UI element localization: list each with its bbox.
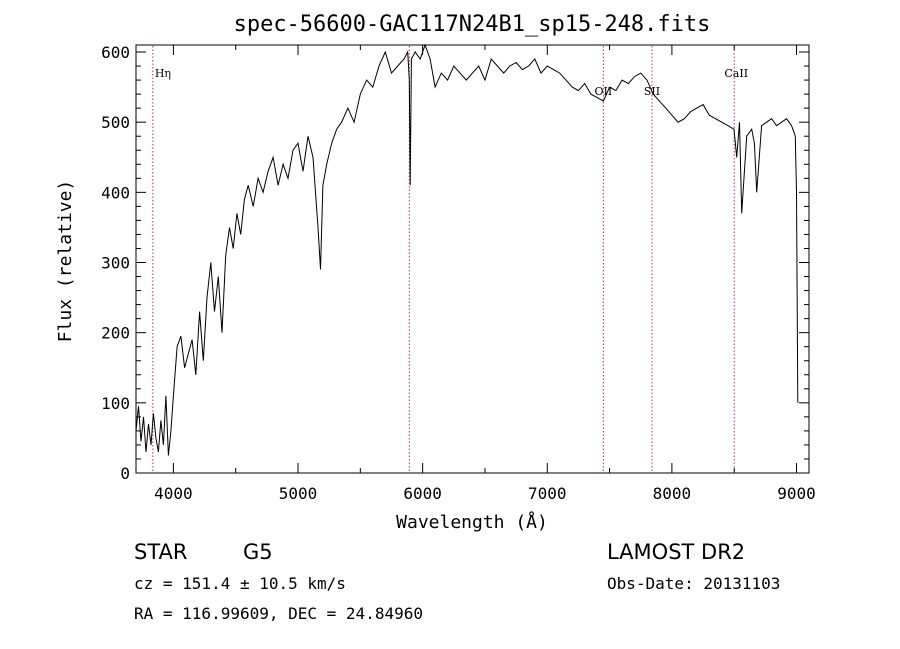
survey-name: LAMOST DR2 [607, 540, 745, 564]
obs-date-text: Obs-Date: 20131103 [607, 574, 780, 593]
plot-frame [135, 44, 810, 474]
y-tick-label: 200 [101, 324, 130, 343]
x-tick-label: 5000 [279, 484, 318, 503]
x-axis-ticks: 4000 5000 6000 7000 8000 9000 [154, 45, 816, 503]
y-tick-label: 500 [101, 113, 130, 132]
line-marker-label: Hη [155, 67, 171, 80]
coords-text: RA = 116.99609, DEC = 24.84960 [134, 604, 423, 623]
redshift-text: cz = 151.4 ± 10.5 km/s [134, 574, 346, 593]
spectrum-series-line [135, 43, 799, 456]
object-subclass: G5 [243, 540, 273, 564]
y-axis-label: Flux (relative) [55, 180, 76, 343]
y-axis-ticks: 0 100 200 300 400 500 600 [101, 43, 809, 483]
x-tick-label: 9000 [777, 484, 816, 503]
line-marker-label: CaII [724, 67, 748, 80]
info-panel: STAR G5 LAMOST DR2 cz = 151.4 ± 10.5 km/… [134, 540, 780, 623]
x-tick-label: 8000 [653, 484, 692, 503]
y-tick-label: 400 [101, 183, 130, 202]
y-tick-label: 300 [101, 254, 130, 273]
x-tick-label: 7000 [528, 484, 567, 503]
y-tick-label: 600 [101, 43, 130, 62]
chart-title: spec-56600-GAC117N24B1_sp15-248.fits [234, 12, 711, 37]
object-class: STAR [134, 540, 187, 564]
x-axis-label: Wavelength (Å) [396, 511, 548, 533]
x-tick-label: 4000 [154, 484, 193, 503]
y-tick-label: 0 [120, 464, 130, 483]
line-marker-label: OII [595, 85, 613, 98]
x-tick-label: 6000 [403, 484, 442, 503]
y-tick-label: 100 [101, 394, 130, 413]
